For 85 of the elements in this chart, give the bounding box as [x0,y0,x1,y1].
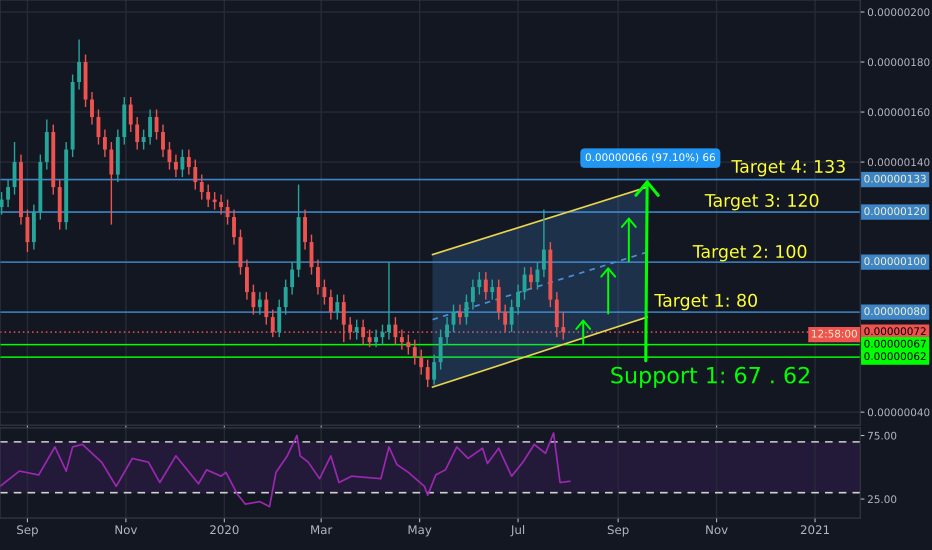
ref-line-label: 0.00000072 [864,327,926,336]
candlestick [477,271,482,296]
candlestick [458,304,462,326]
candlestick [200,174,204,200]
candlestick [432,354,436,386]
candlestick [426,358,430,388]
candlestick [212,191,217,210]
candlestick [380,324,384,346]
annotation: Target 3: 120 [704,194,818,210]
candlestick [419,348,424,376]
ref-line-label: 0.00000133 [864,174,926,183]
candlestick [128,96,133,133]
candlestick [328,288,333,320]
y-tick-label: 0.00000200 [868,8,930,16]
y-tick-label: 0.00000040 [868,408,930,416]
candlestick [154,108,158,140]
candlestick [102,128,107,158]
ref-line-label: 0.00000080 [864,307,926,316]
candlestick [6,178,10,208]
x-tick-label: Nov [116,525,138,534]
candlestick [90,91,94,126]
candlestick [174,154,178,178]
annotation: 12:58:00 [812,330,857,338]
y-tick-label: 0.00000180 [868,58,930,66]
candlestick [284,278,288,316]
candlestick [529,266,533,290]
x-tick-label: Sep [17,525,38,536]
candlestick [226,198,230,226]
candlestick [316,258,320,296]
candlestick [264,291,268,326]
candlestick [470,278,475,310]
candlestick [445,316,449,346]
y-tick-label: 0.00000160 [868,108,930,116]
candlestick [193,158,198,190]
ref-line-label: 0.00000062 [864,352,926,360]
candlestick [542,208,546,278]
candlestick [464,294,468,326]
ref-line-label: 0.00000100 [864,257,926,266]
candlestick [536,261,540,290]
annotation: Target 4: 133 [731,160,845,176]
candlestick [219,194,224,216]
candlestick [510,298,514,333]
candlestick [135,116,140,150]
y-tick-label: 0.00000140 [868,158,930,166]
candlestick [148,108,152,146]
line-series [0,432,571,508]
candlestick [387,261,391,340]
x-tick-label: 2020 [210,525,239,534]
x-tick-label: Nov [706,525,728,534]
candlestick [206,184,210,208]
x-tick-label: 2021 [800,525,829,534]
candlestick [374,328,378,348]
candlestick [0,191,4,216]
x-tick-label: Mar [311,525,332,534]
candlestick [142,128,146,150]
candlestick [96,108,100,146]
annotation: Target 2: 100 [692,244,806,262]
ref-line-label: 0.00000120 [864,207,926,216]
annotation: Support 1: 67 . 62 [611,366,810,388]
candlestick [354,318,359,340]
candlestick [168,141,172,170]
annotation: Target 1: 80 [654,294,757,310]
y-tick-label: 25.00 [868,495,896,504]
candlestick [522,266,526,300]
candlestick [77,38,82,90]
candlestick [322,278,326,306]
candlestick [490,278,494,300]
ref-line-label: 0.00000067 [864,340,926,348]
candlestick [452,304,456,333]
candlestick [290,261,294,296]
annotation: 0.00000066 (97.10%) 66 [586,153,716,162]
candlestick [161,124,165,158]
candlestick [258,291,262,316]
candlestick [412,338,417,366]
candlestick [251,284,256,316]
candlestick [180,148,184,178]
candlestick [516,284,520,316]
x-tick-label: Jul [510,525,524,536]
y-tick-label: 75.00 [868,432,896,440]
x-tick-label: May [408,525,432,536]
candlestick [335,294,340,320]
candlestick [186,148,191,176]
x-tick-label: Sep [608,525,629,536]
candlestick [232,208,236,246]
candlestick [484,271,488,300]
